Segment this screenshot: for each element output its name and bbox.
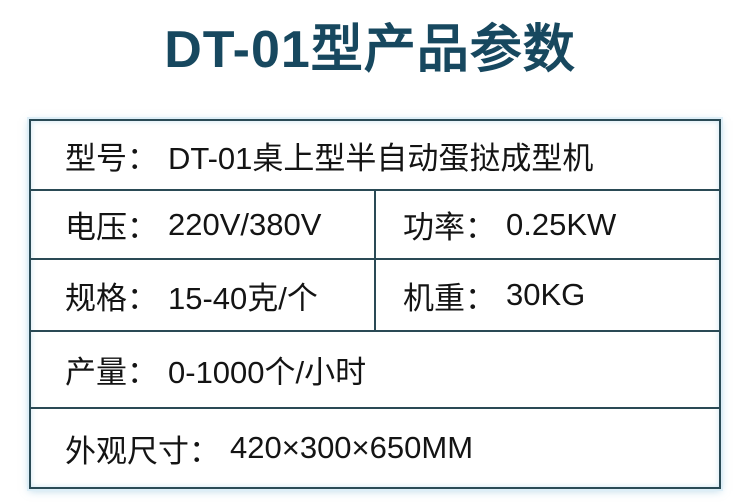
spec-cell-model: 型号： DT-01桌上型半自动蛋挞成型机 [31,121,719,189]
spec-value-power: 0.25KW [506,206,617,242]
table-row-spec-weight: 规格： 15-40克/个 机重： 30KG [31,260,719,332]
spec-table: 型号： DT-01桌上型半自动蛋挞成型机 电压： 220V/380V 功率： 0.25… [29,119,721,489]
spec-value-voltage: 220V/380V [168,206,322,242]
spec-cell-dimensions: 外观尺寸： 420×300×650MM [31,409,719,487]
spec-cell-weight: 机重： 30KG [376,260,719,330]
spec-label-dimensions: 外观尺寸： [65,433,220,469]
spec-label-power: 功率： [403,210,496,245]
spec-value-dimensions: 420×300×650MM [230,430,474,465]
table-row-voltage-power: 电压： 220V/380V 功率： 0.25KW [31,191,719,260]
page-title: DT-01型产品参数 [164,21,576,79]
spec-label-weight: 机重： [403,280,496,316]
spec-value-specification: 15-40克/个 [168,280,318,316]
table-row-output: 产量： 0-1000个/小时 [31,332,719,409]
spec-cell-power: 功率： 0.25KW [376,191,719,258]
table-row-dimensions: 外观尺寸： 420×300×650MM [31,409,719,487]
spec-value-weight: 30KG [506,277,586,312]
spec-label-voltage: 电压： [65,210,158,245]
spec-label-model: 型号： [65,140,158,176]
table-row-model: 型号： DT-01桌上型半自动蛋挞成型机 [31,121,719,191]
spec-label-specification: 规格： [65,280,158,316]
spec-value-model: DT-01桌上型半自动蛋挞成型机 [168,140,594,176]
spec-value-output: 0-1000个/小时 [168,355,367,390]
spec-cell-output: 产量： 0-1000个/小时 [31,332,719,407]
spec-label-output: 产量： [65,355,158,390]
spec-cell-voltage: 电压： 220V/380V [31,191,376,258]
spec-cell-specification: 规格： 15-40克/个 [31,260,376,330]
